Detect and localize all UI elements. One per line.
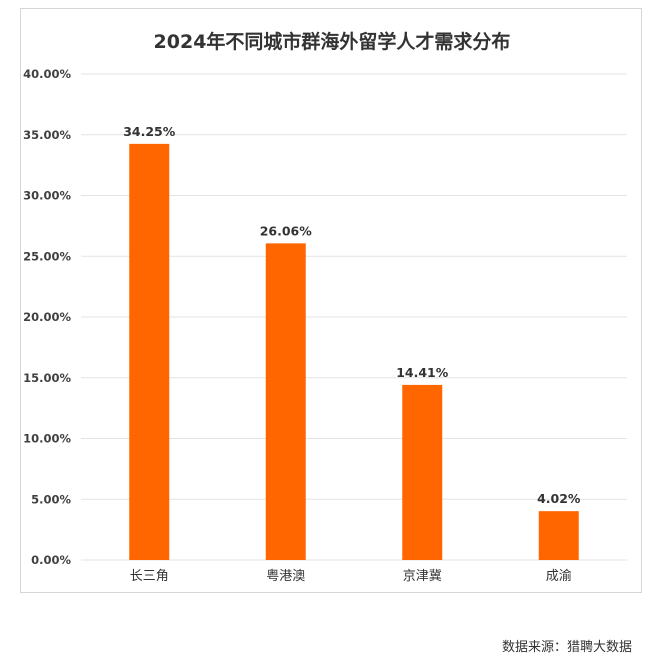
- bar: [265, 243, 306, 560]
- y-tick-label: 25.00%: [23, 249, 71, 263]
- y-tick-label: 15.00%: [23, 371, 71, 385]
- y-tick-label: 20.00%: [23, 310, 71, 324]
- y-tick-label: 10.00%: [23, 432, 71, 446]
- x-axis-categories: 长三角 粤港澳 京津冀 成渝: [130, 568, 572, 584]
- data-label: 34.25%: [123, 124, 176, 139]
- source-note: 数据来源：猎聘大数据: [501, 640, 632, 655]
- bar-chart: 2024年不同城市群海外留学人才需求分布 0.00% 5.00% 10.00% 15.…: [23, 30, 627, 584]
- value-labels: 34.25% 26.06% 14.41% 4.02%: [123, 124, 581, 506]
- x-tick-label: 京津冀: [403, 568, 442, 584]
- y-tick-label: 30.00%: [23, 189, 71, 203]
- bar: [538, 511, 579, 560]
- chart-frame: 2024年不同城市群海外留学人才需求分布 0.00% 5.00% 10.00% 15.…: [20, 8, 642, 593]
- data-label: 14.41%: [396, 365, 449, 380]
- bar: [129, 143, 170, 561]
- y-tick-label: 35.00%: [23, 128, 71, 142]
- data-label: 26.06%: [260, 223, 313, 238]
- chart-title: 2024年不同城市群海外留学人才需求分布: [154, 30, 511, 53]
- x-tick-label: 长三角: [130, 569, 169, 584]
- y-tick-label: 0.00%: [31, 553, 71, 567]
- y-axis-ticks: 0.00% 5.00% 10.00% 15.00% 20.00% 25.00% 30.00%…: [23, 67, 71, 567]
- y-tick-label: 5.00%: [31, 492, 71, 506]
- x-tick-label: 成渝: [546, 568, 572, 584]
- y-tick-label: 40.00%: [23, 67, 71, 81]
- gridlines: [81, 73, 627, 561]
- data-label: 4.02%: [537, 491, 581, 506]
- bar: [402, 384, 443, 560]
- bars: [129, 143, 579, 561]
- x-tick-label: 粤港澳: [266, 568, 305, 584]
